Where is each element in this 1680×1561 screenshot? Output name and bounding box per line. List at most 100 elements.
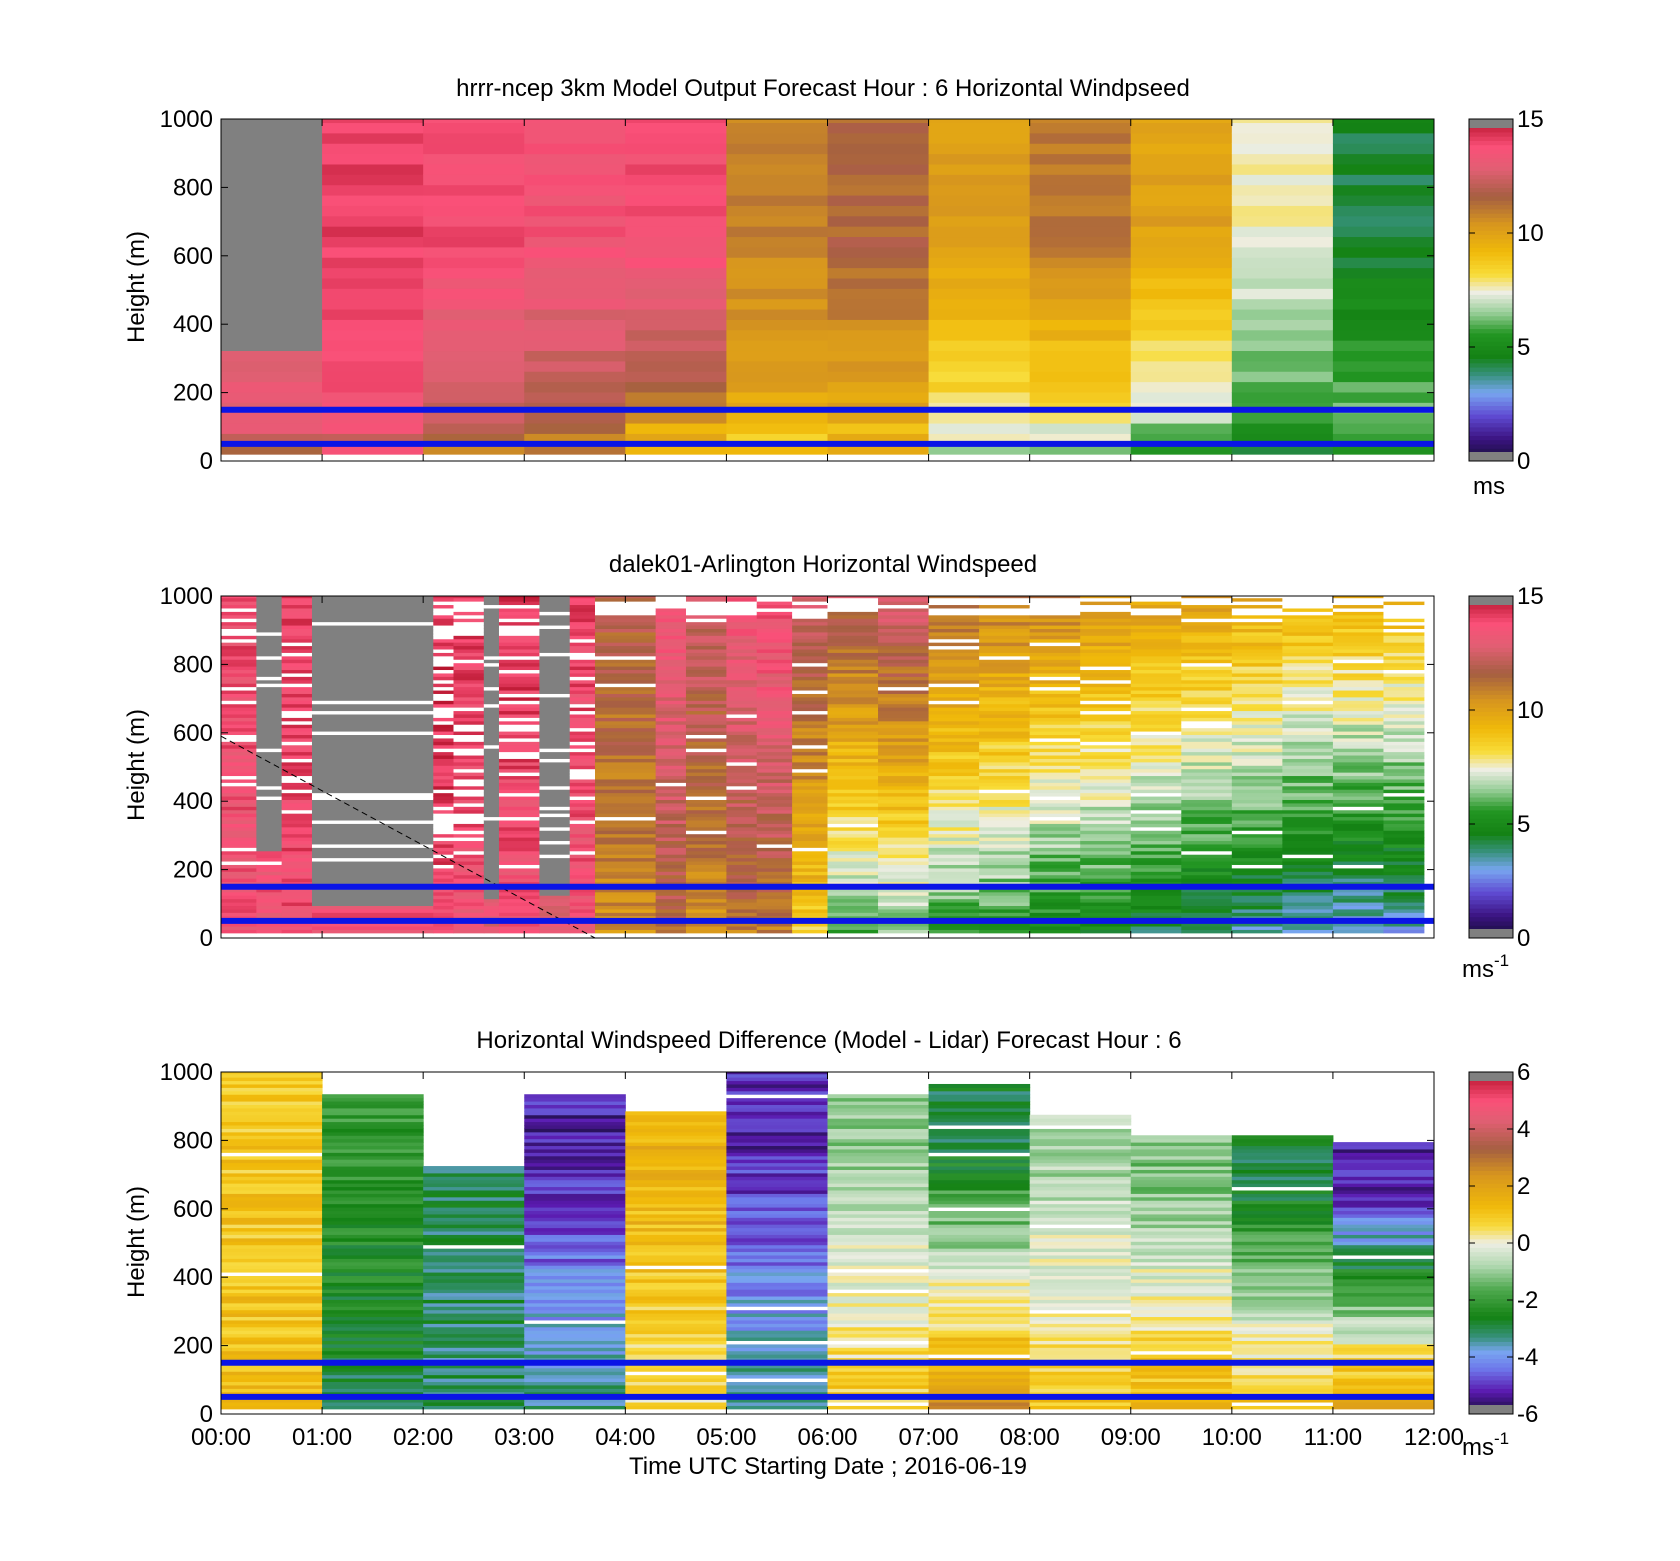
heatmap-cell (726, 1166, 828, 1170)
heatmap-cell (524, 132, 626, 144)
heatmap-cell (1231, 1179, 1334, 1184)
heatmap-cell (1231, 119, 1334, 124)
heatmap-cell (928, 744, 980, 749)
heatmap-cell (625, 1220, 727, 1225)
heatmap-cell (256, 751, 283, 756)
heatmap-cell (311, 840, 434, 845)
heatmap-cell (1332, 649, 1384, 653)
heatmap-cell (1231, 888, 1283, 893)
heatmap-cell (256, 792, 283, 797)
heatmap-cell (1332, 614, 1384, 619)
colorbar-segment (1469, 127, 1513, 133)
heatmap-cell (311, 741, 434, 746)
heatmap-cell (256, 891, 283, 896)
heatmap-cell (1231, 775, 1283, 780)
heatmap-cell (221, 861, 257, 865)
heatmap-cell (1332, 864, 1384, 869)
heatmap-cell (1231, 799, 1283, 804)
heatmap-cell (625, 1330, 727, 1335)
colorbar-segment (1469, 912, 1513, 918)
heatmap-cell (569, 635, 596, 640)
heatmap-cell (1181, 601, 1233, 606)
heatmap-cell (625, 1261, 727, 1266)
heatmap-cell (1332, 1292, 1434, 1297)
colorbar-tick-label: 15 (1517, 106, 1544, 133)
heatmap-cell (1130, 350, 1233, 362)
heatmap-cell (1130, 1234, 1233, 1239)
heatmap-cell (433, 724, 454, 729)
heatmap-cell (928, 642, 980, 647)
heatmap-cell (524, 360, 626, 372)
heatmap-cell (827, 717, 879, 722)
heatmap-cell (756, 700, 793, 705)
heatmap-cell (322, 360, 424, 372)
heatmap-cell (625, 1405, 727, 1410)
heatmap-cell (928, 727, 980, 732)
heatmap-cell (928, 596, 980, 599)
heatmap-cell (1029, 922, 1081, 927)
heatmap-cell (595, 782, 657, 787)
heatmap-cell (792, 686, 828, 691)
heatmap-cell (1282, 775, 1334, 780)
heatmap-cell (756, 922, 793, 927)
heatmap-cell (1130, 236, 1233, 248)
heatmap-cell (322, 1138, 424, 1143)
heatmap-cell (1332, 731, 1384, 736)
heatmap-cell (524, 391, 626, 403)
heatmap-cell (655, 700, 687, 705)
heatmap-cell (256, 833, 283, 838)
heatmap-cell (1231, 1152, 1334, 1157)
heatmap-cell (281, 611, 313, 616)
heatmap-cell (1130, 922, 1182, 927)
heatmap-cell (1130, 625, 1182, 629)
heatmap-cell (726, 782, 758, 787)
heatmap-cell (1332, 205, 1434, 217)
heatmap-cell (928, 195, 1031, 206)
heatmap-cell (281, 635, 313, 640)
heatmap-cell (221, 604, 257, 609)
heatmap-cell (524, 1337, 626, 1341)
heatmap-cell (726, 195, 828, 206)
heatmap-cell (569, 676, 596, 681)
heatmap-cell (498, 700, 540, 705)
heatmap-cell (322, 1248, 424, 1253)
colorbar-overflow-low (1469, 929, 1513, 938)
heatmap-cell (1080, 621, 1132, 626)
heatmap-cell (498, 799, 540, 804)
heatmap-cell (756, 809, 793, 814)
heatmap-cell (483, 850, 500, 855)
heatmap-cell (1130, 1371, 1233, 1376)
heatmap-cell (726, 891, 758, 896)
heatmap-cell (221, 758, 257, 763)
heatmap-cell (1332, 1299, 1434, 1304)
heatmap-cell (1231, 1272, 1334, 1276)
heatmap-cell (539, 642, 571, 647)
heatmap-cell (979, 700, 1031, 705)
heatmap-cell (1231, 288, 1334, 300)
heatmap-cell (524, 1378, 626, 1383)
heatmap-cell (1332, 1350, 1434, 1355)
heatmap-cell (1181, 652, 1233, 657)
heatmap-cell (221, 596, 257, 599)
heatmap-cell (569, 741, 596, 746)
heatmap-cell (1029, 1282, 1132, 1287)
heatmap-cell (1029, 833, 1081, 838)
heatmap-cell (726, 796, 758, 800)
heatmap-cell (1332, 751, 1384, 756)
heatmap-cell (827, 329, 930, 341)
heatmap-cell (1231, 1333, 1334, 1338)
heatmap-cell (1080, 717, 1132, 722)
heatmap-cell (827, 1391, 930, 1396)
heatmap-cell (685, 751, 727, 756)
heatmap-cell (1231, 881, 1283, 886)
heatmap-cell (928, 1323, 1031, 1328)
heatmap-cell (1231, 226, 1334, 238)
heatmap-cell (1181, 782, 1233, 787)
heatmap-cell (483, 796, 500, 800)
heatmap-cell (1080, 830, 1132, 835)
heatmap-cell (539, 669, 571, 674)
heatmap-cell (483, 881, 500, 886)
heatmap-cell (1130, 1388, 1233, 1393)
heatmap-cell (685, 864, 727, 869)
heatmap-cell (221, 143, 323, 155)
